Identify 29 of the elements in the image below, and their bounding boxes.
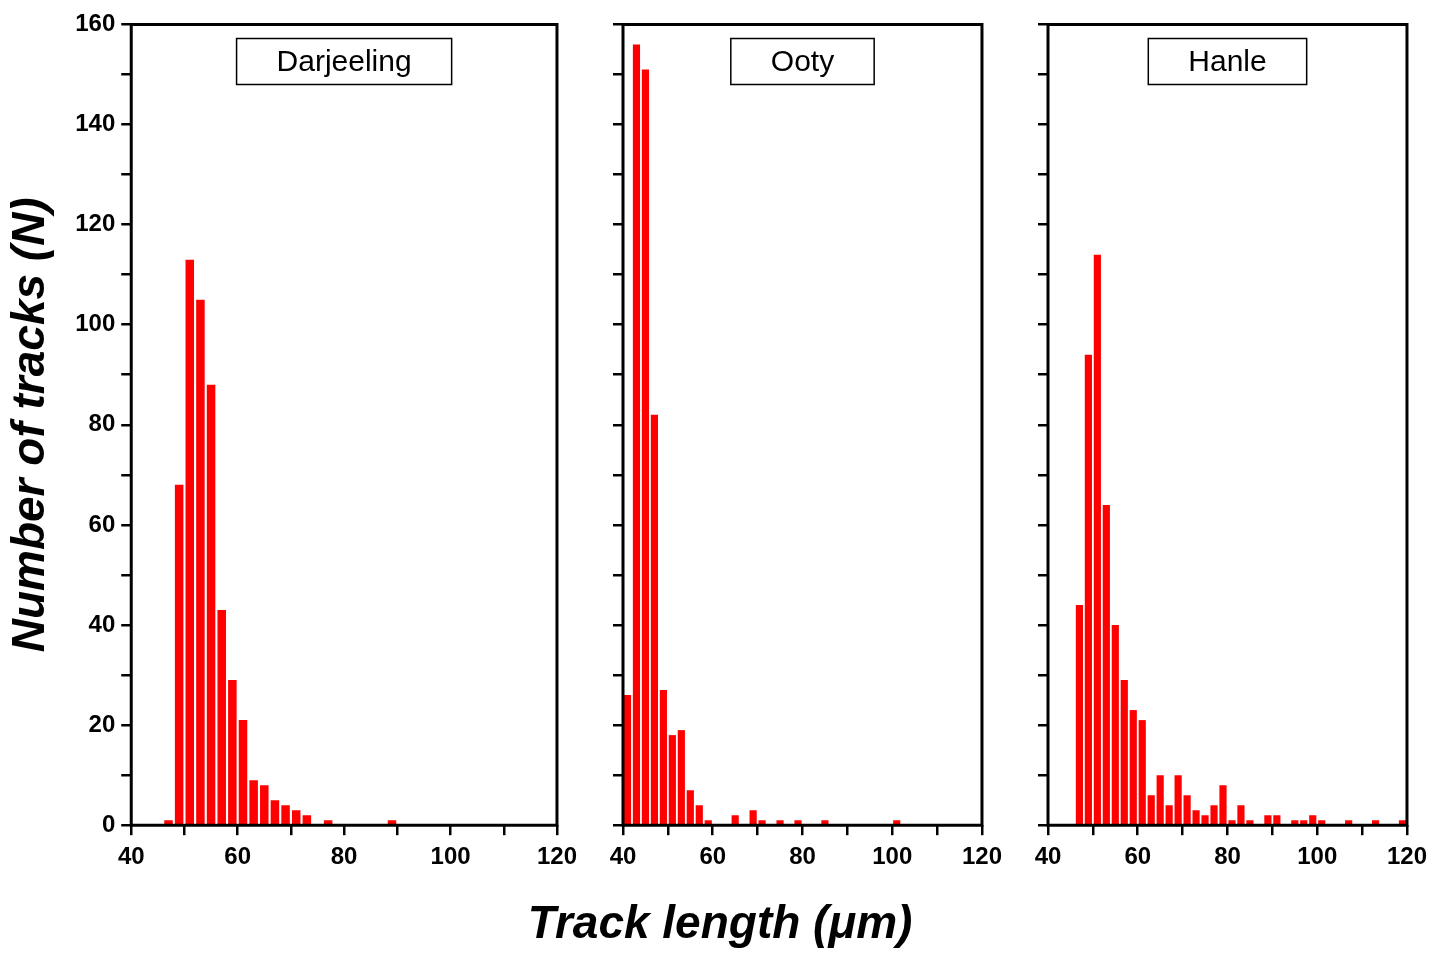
x-tick-label: 100 <box>1297 842 1338 870</box>
x-tick-label: 40 <box>1034 842 1062 870</box>
x-tick-label: 80 <box>1214 842 1241 870</box>
x-tick-label: 40 <box>117 842 145 870</box>
x-axis-title: Track length (μm) <box>526 895 914 949</box>
x-tick-label: 60 <box>1124 842 1152 870</box>
y-tick-label: 60 <box>88 509 116 537</box>
y-tick-label: 120 <box>75 209 116 237</box>
x-tick-label: 120 <box>536 842 577 870</box>
text: Hanle <box>1188 43 1267 77</box>
x-tick-label: 60 <box>224 842 252 870</box>
x-tick-label: 100 <box>872 842 913 870</box>
text: Ooty <box>770 43 835 77</box>
y-tick-label: 20 <box>88 709 116 737</box>
x-tick-label: 60 <box>699 842 727 870</box>
x-tick-label: 80 <box>330 842 358 870</box>
y-axis-title: Number of tracks (N) <box>2 197 55 653</box>
x-tick-label: 80 <box>789 842 816 870</box>
x-tick-label: 40 <box>609 842 637 870</box>
y-tick-label: 80 <box>88 409 116 437</box>
x-tick-label: 120 <box>1386 842 1427 870</box>
y-tick-label: 100 <box>75 309 116 337</box>
y-tick-label: 160 <box>75 9 116 37</box>
y-tick-label: 0 <box>101 809 116 837</box>
x-tick-label: 100 <box>430 842 471 870</box>
y-tick-label: 40 <box>88 609 116 637</box>
text: Darjeeling <box>276 43 412 77</box>
x-tick-label: 120 <box>961 842 1002 870</box>
y-tick-label: 140 <box>75 109 116 137</box>
